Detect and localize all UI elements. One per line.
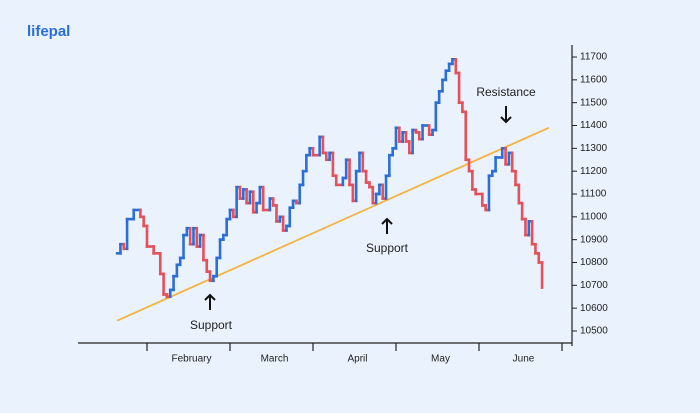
x-tick-label: April — [347, 354, 367, 365]
annotation-label: Support — [366, 241, 409, 255]
x-tick-label: February — [171, 354, 211, 365]
y-tick-label: 11200 — [580, 166, 608, 177]
y-tick-label: 11700 — [580, 52, 608, 63]
y-tick-label: 11000 — [580, 211, 608, 222]
x-tick-label: March — [261, 354, 289, 365]
annotation-arrowhead — [381, 217, 393, 225]
x-tick-label: June — [513, 354, 535, 365]
annotation-label: Resistance — [476, 85, 536, 99]
y-tick-label: 10700 — [580, 280, 608, 291]
y-tick-label: 10900 — [580, 234, 608, 245]
brand-logo: lifepal — [27, 23, 70, 40]
y-tick-label: 10500 — [580, 326, 608, 337]
annotation-label: Support — [190, 318, 233, 332]
annotation-arrowhead — [500, 116, 512, 124]
y-tick-label: 11400 — [580, 120, 608, 131]
annotation-arrowhead — [204, 293, 216, 301]
y-tick-label: 11600 — [580, 74, 608, 85]
y-tick-label: 11100 — [580, 189, 607, 200]
x-tick-label: May — [431, 354, 450, 365]
y-tick-label: 10800 — [580, 257, 608, 268]
trendline — [116, 126, 550, 322]
y-tick-label: 10600 — [580, 303, 608, 314]
y-tick-label: 11500 — [580, 97, 608, 108]
y-tick-label: 11300 — [580, 143, 608, 154]
